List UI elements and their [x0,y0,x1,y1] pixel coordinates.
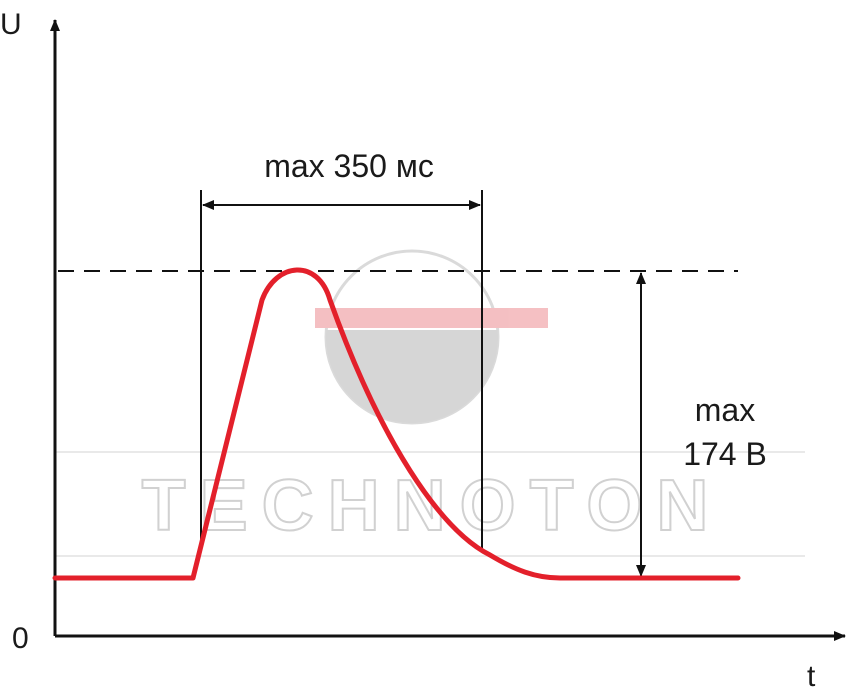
x-axis-label: t [807,660,816,689]
pulse-curve [52,267,741,581]
watermark-red-bar [315,308,548,328]
y-axis-label: U [0,8,22,41]
watermark-text: TECHNOTON [142,466,723,546]
origin-label: 0 [12,622,29,655]
technoton-watermark: TECHNOTON [55,249,805,557]
duration-label: max 350 мс [264,148,434,184]
voltage-label-line2: 174 В [683,436,767,472]
watermark-circle-fill [326,330,498,423]
voltage-label-line1: max [695,392,755,428]
